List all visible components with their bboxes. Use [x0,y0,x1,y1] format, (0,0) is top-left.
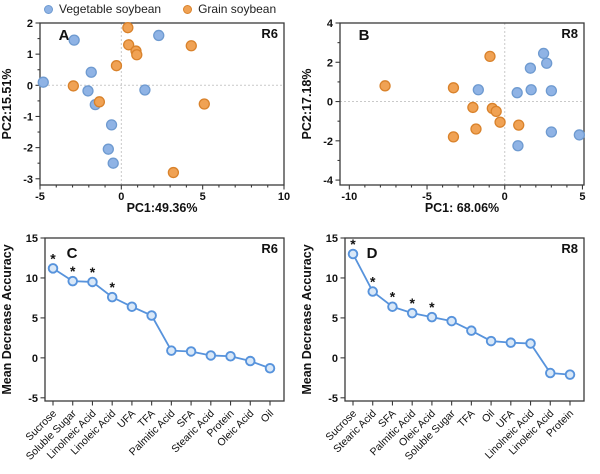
svg-text:*: * [50,250,56,266]
svg-text:10: 10 [326,273,338,285]
svg-text:*: * [70,263,76,279]
svg-text:-3: -3 [23,174,33,186]
svg-text:0: 0 [502,191,508,203]
legend-item-grain-soybean: Grain soybean [183,2,276,16]
svg-text:10: 10 [26,273,38,285]
svg-text:D: D [367,245,378,262]
svg-text:2: 2 [327,57,333,69]
svg-text:*: * [90,264,96,280]
svg-text:2: 2 [27,18,33,30]
svg-text:0: 0 [118,191,124,203]
svg-text:-2: -2 [323,136,333,148]
svg-text:0: 0 [327,97,333,109]
svg-text:*: * [109,279,115,295]
svg-text:-5: -5 [35,191,45,203]
svg-text:*: * [370,274,376,290]
svg-text:15: 15 [326,233,338,245]
legend-label-vegetable-soybean: Vegetable soybean [59,2,162,16]
svg-text:*: * [390,289,396,305]
svg-text:-5: -5 [422,191,432,203]
svg-text:5: 5 [579,191,585,203]
svg-text:15: 15 [26,233,38,245]
svg-text:PC1:49.36%: PC1:49.36% [127,201,198,215]
svg-text:PC2:17.18%: PC2:17.18% [300,69,314,140]
grain-soybean-marker-icon [183,4,193,14]
svg-text:R6: R6 [261,241,278,256]
svg-text:Mean Decrease Accuracy: Mean Decrease Accuracy [0,244,14,394]
svg-text:TFA: TFA [455,408,477,430]
svg-text:5: 5 [332,313,338,325]
legend: Vegetable soybean Grain soybean [44,0,276,18]
svg-text:4: 4 [327,18,334,30]
svg-text:Oil: Oil [259,408,277,426]
svg-text:R6: R6 [261,26,278,41]
svg-text:PC1: 68.06%: PC1: 68.06% [425,201,499,215]
svg-text:5: 5 [200,191,206,203]
svg-text:-4: -4 [323,175,334,187]
svg-text:0: 0 [332,353,338,365]
svg-text:*: * [350,236,356,252]
legend-item-vegetable-soybean: Vegetable soybean [44,2,161,16]
svg-text:*: * [409,295,415,311]
svg-text:-1: -1 [23,111,33,123]
vegetable-soybean-marker-icon [44,4,53,14]
svg-text:0: 0 [32,353,38,365]
pca-scatter-panel-r8: -10 -5 0 5 -4 -2 0 2 4 PC1: 68.06% PC2:17.18% B R8 [300,0,600,228]
svg-text:*: * [429,299,435,315]
svg-text:C: C [67,245,78,262]
svg-text:-5: -5 [28,393,38,405]
svg-text:-2: -2 [23,143,33,155]
pca-scatter-panel-r6: -5 0 5 10 -3 -2 -1 0 1 2 PC1:49.36% PC2:15.51% A R6 [0,0,300,228]
legend-label-grain-soybean: Grain soybean [198,2,277,16]
svg-text:Mean Decrease Accuracy: Mean Decrease Accuracy [300,244,314,394]
svg-text:R8: R8 [561,241,578,256]
svg-text:PC2:15.51%: PC2:15.51% [0,69,14,140]
svg-text:5: 5 [32,313,38,325]
svg-text:R8: R8 [561,26,578,41]
svg-text:A: A [59,27,70,44]
svg-text:1: 1 [27,49,33,61]
svg-text:10: 10 [278,191,290,203]
svg-text:-5: -5 [328,393,338,405]
svg-text:B: B [359,27,370,44]
svg-text:0: 0 [27,80,33,92]
svg-text:UFA: UFA [115,408,138,431]
svg-text:-10: -10 [341,191,357,203]
